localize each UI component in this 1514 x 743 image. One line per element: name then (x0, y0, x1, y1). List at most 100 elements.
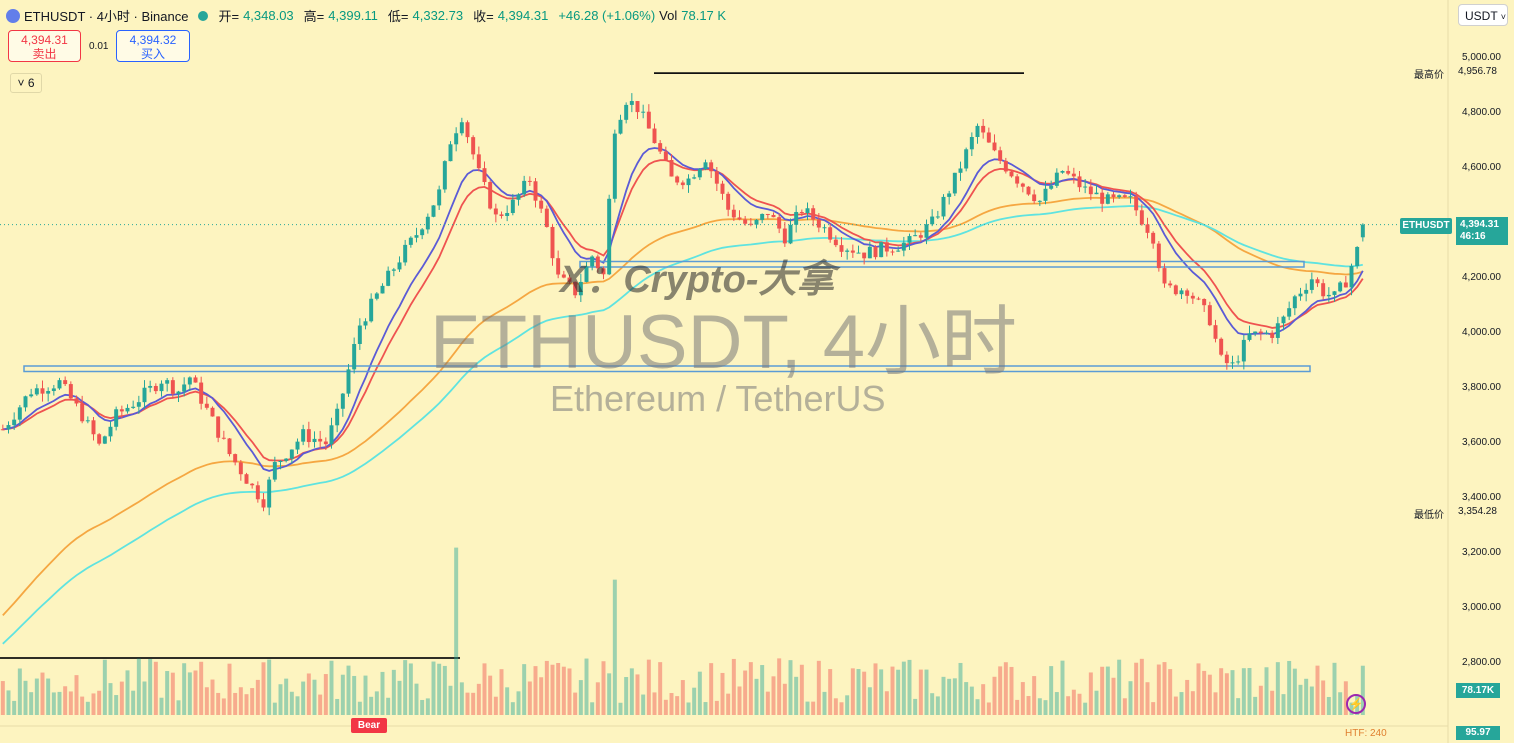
candle-body (23, 396, 28, 408)
volume-bar (901, 661, 906, 715)
volume-bar (714, 700, 719, 715)
volume-bar (323, 674, 328, 715)
price-tick-label: 3,800.00 (1462, 382, 1501, 393)
last-price-badge: 4,394.31 46:16 (1456, 217, 1508, 245)
candle-body (318, 438, 323, 442)
candle-body (148, 385, 153, 388)
candle-body (612, 133, 617, 199)
volume-bar (40, 672, 45, 715)
candle-body (1355, 246, 1360, 267)
candle-body (601, 268, 606, 275)
volume-bar (1156, 664, 1161, 715)
sell-button[interactable]: 4,394.31 卖出 (8, 30, 81, 62)
volume-bar (567, 668, 572, 715)
candle-body (1077, 176, 1082, 188)
candle-body (828, 227, 833, 240)
volume-bar (612, 579, 617, 715)
candle-body (731, 209, 736, 218)
volume-label: Vol (659, 8, 678, 23)
volume-bar (1315, 665, 1320, 715)
volume-bar (539, 677, 544, 715)
candle-body (1100, 192, 1105, 204)
volume-bar (119, 681, 124, 715)
candle-body (442, 161, 447, 190)
volume-bar (244, 694, 249, 715)
candle-body (743, 219, 748, 224)
volume-bar (153, 661, 158, 715)
candle-body (782, 228, 787, 244)
candle-body (386, 270, 391, 286)
volume-bar (873, 663, 878, 715)
volume-bar (1304, 678, 1309, 715)
volume-bar (981, 684, 986, 715)
volume-bar (165, 671, 170, 715)
candle-body (777, 217, 782, 229)
candle-body (1071, 173, 1076, 177)
volume-bar (1224, 673, 1229, 715)
candle-body (493, 208, 498, 215)
candle-body (941, 196, 946, 217)
candle-body (867, 246, 872, 259)
volume-bar (1162, 662, 1167, 715)
volume-bar (1179, 692, 1184, 715)
buy-button[interactable]: 4,394.32 买入 (116, 30, 190, 62)
currency-select[interactable]: USDT ˅ (1458, 4, 1508, 26)
candle-body (992, 142, 997, 151)
volume-bar (765, 691, 770, 715)
candle-body (1009, 171, 1014, 177)
high-value: 4,399.11 (328, 8, 378, 23)
volume-bar (1020, 682, 1025, 715)
candle-body (958, 168, 963, 173)
lightning-icon[interactable]: ⚡ (1346, 694, 1366, 714)
volume-bar (1003, 662, 1008, 715)
candle-body (1236, 361, 1241, 363)
candle-body (335, 408, 340, 426)
volume-bar (1207, 674, 1212, 715)
symbol-title[interactable]: ETHUSDT · 4小时 · Binance (24, 9, 189, 24)
candle-body (935, 216, 940, 218)
volume-bar (1360, 665, 1365, 715)
candle-body (12, 419, 17, 426)
support-zone-box (23, 365, 1311, 373)
volume-bar (210, 679, 215, 715)
volume-bar (1145, 682, 1150, 715)
candle-body (1139, 210, 1144, 225)
volume-bar (510, 702, 515, 715)
candle-body (539, 200, 544, 209)
volume-bar (958, 662, 963, 715)
candle-body (346, 369, 351, 394)
volume-bar (1032, 676, 1037, 715)
candle-body (1043, 188, 1048, 201)
indicator-toggle-button[interactable]: ˅ 6 (10, 73, 42, 93)
close-label: 收= (473, 9, 494, 24)
volume-bar (635, 674, 640, 715)
volume-bar (607, 673, 612, 715)
volume-bar (1185, 679, 1190, 715)
candle-body (102, 436, 107, 444)
volume-bar (74, 675, 79, 715)
volume-bar (199, 661, 204, 715)
candle-body (1003, 160, 1008, 172)
candle-body (1015, 176, 1020, 184)
volume-bar (85, 701, 90, 715)
volume-bar (1241, 668, 1246, 715)
volume-bar (527, 681, 532, 715)
candle-body (1049, 185, 1054, 189)
volume-bar (289, 691, 294, 715)
volume-bar (267, 659, 272, 715)
low-value: 4,332.73 (412, 8, 464, 23)
candle-body (244, 474, 249, 484)
volume-bar (306, 673, 311, 715)
volume-bar (301, 681, 306, 715)
price-tick-label: 3,000.00 (1462, 602, 1501, 613)
candle-body (1343, 282, 1348, 288)
volume-bar (1292, 668, 1297, 715)
candle-body (1145, 224, 1150, 233)
watermark-subtitle: Ethereum / TetherUS (550, 378, 886, 419)
low-marker-value: 3,354.28 (1456, 505, 1499, 518)
market-status-icon (198, 10, 209, 21)
candle-body (748, 223, 753, 225)
candle-body (227, 438, 232, 455)
volume-bar (408, 663, 413, 715)
